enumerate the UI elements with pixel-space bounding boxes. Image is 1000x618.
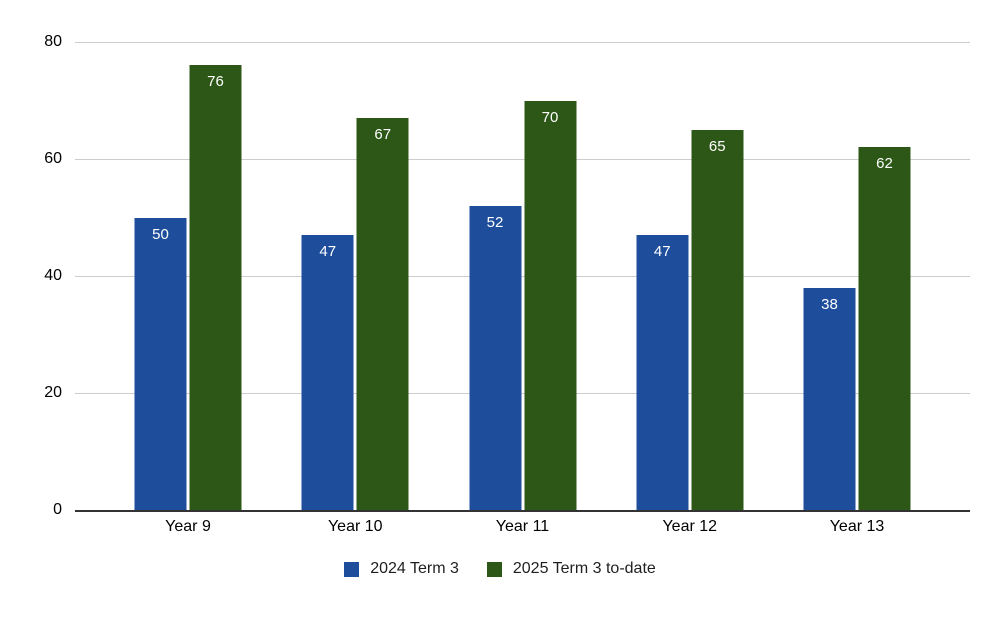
x-tick-label: Year 10 — [327, 518, 383, 535]
bar-value-label: 67 — [374, 126, 392, 144]
bar-value-label: 76 — [207, 73, 224, 91]
bar: 67 — [356, 118, 409, 510]
bar-group-year-13: 38 62 — [803, 147, 911, 510]
gridline — [75, 393, 970, 394]
plot-area: 0 20 40 60 80 50 76 Year 9 47 67 Year 10 52 70 Year 1… — [44, 34, 970, 535]
x-tick-label: Year 12 — [662, 518, 718, 535]
y-tick-label: 80 — [44, 33, 62, 50]
legend-item-2024-term-3: 2024 Term 3 — [344, 561, 459, 577]
y-tick-label: 0 — [53, 501, 62, 518]
legend-label: 2025 Term 3 to-date — [512, 560, 656, 577]
gridline — [75, 42, 970, 43]
bar-group-year-11: 52 70 — [469, 100, 576, 510]
legend-swatch-green — [486, 561, 502, 577]
legend-label: 2024 Term 3 — [370, 560, 459, 577]
bar-value-label: 47 — [653, 243, 671, 261]
bar-group-year-10: 47 67 — [301, 118, 409, 510]
bar: 70 — [524, 100, 576, 510]
legend: 2024 Term 3 2025 Term 3 to-date — [0, 561, 1000, 577]
bar-value-label: 65 — [708, 137, 726, 155]
bar-group-year-9: 50 76 — [134, 65, 242, 510]
bar-value-label: 70 — [541, 108, 559, 126]
bar-value-label: 52 — [486, 213, 504, 231]
bar: 52 — [469, 205, 521, 510]
y-tick-label: 60 — [44, 150, 62, 167]
x-tick-label: Year 9 — [165, 518, 211, 535]
gridline — [75, 276, 970, 277]
x-tick-label: Year 11 — [495, 518, 550, 535]
y-tick-label: 40 — [44, 267, 62, 284]
gridline — [75, 159, 970, 160]
legend-swatch-blue — [344, 561, 360, 577]
bar-value-label: 62 — [876, 155, 893, 173]
x-tick-label: Year 13 — [829, 518, 885, 535]
bar: 38 — [803, 287, 856, 510]
bar: 62 — [858, 147, 911, 510]
bar-group-year-12: 47 65 — [636, 129, 744, 510]
bar: 76 — [189, 65, 242, 510]
bar-value-label: 38 — [821, 295, 838, 313]
bar-value-label: 50 — [152, 225, 169, 243]
bar: 47 — [301, 235, 354, 510]
legend-item-2025-term-3-to-date: 2025 Term 3 to-date — [486, 560, 656, 577]
x-axis-line — [75, 510, 970, 512]
bar: 50 — [134, 217, 187, 510]
bar: 47 — [636, 235, 689, 510]
y-tick-label: 20 — [44, 384, 62, 401]
bar-value-label: 47 — [319, 243, 337, 261]
bar: 65 — [691, 129, 744, 510]
